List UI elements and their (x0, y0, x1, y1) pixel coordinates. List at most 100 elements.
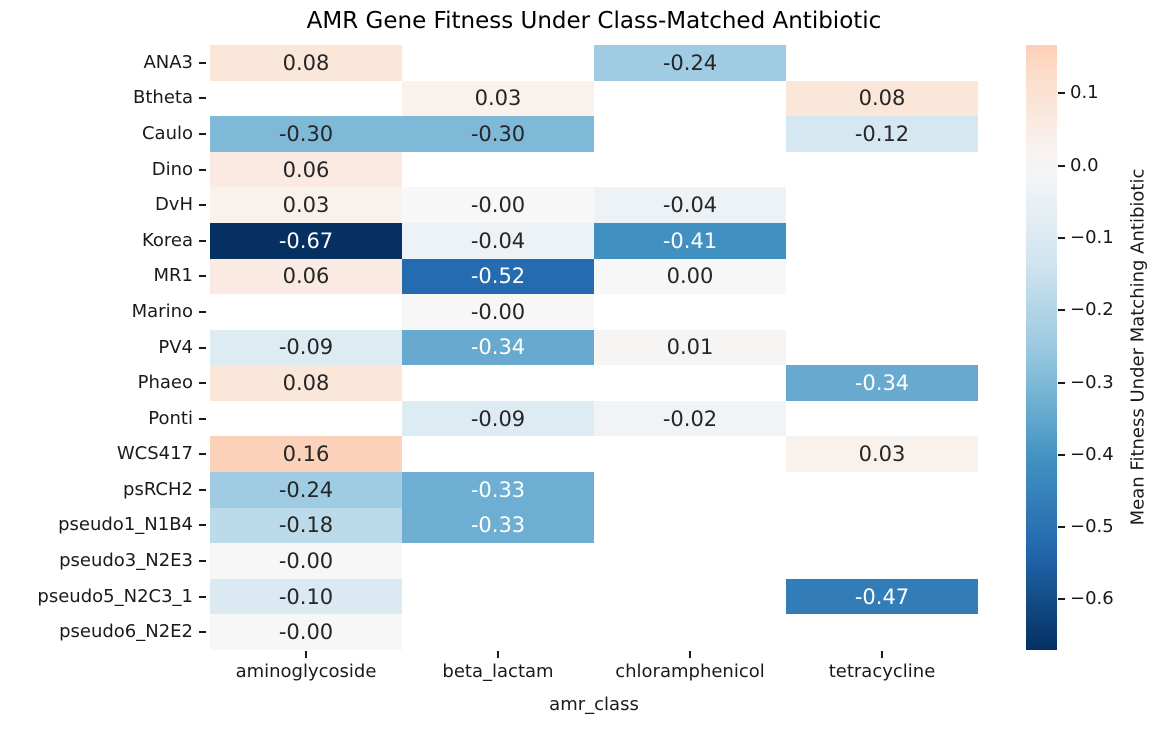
heatmap-cell: 0.08 (210, 45, 402, 81)
heatmap-cell: -0.04 (594, 187, 786, 223)
y-tick-label: WCS417 (116, 443, 193, 465)
y-tick-label: pseudo5_N2C3_1 (37, 585, 193, 607)
colorbar-tick-label: 0.1 (1070, 82, 1099, 104)
heatmap-cell: -0.67 (210, 222, 402, 259)
colorbar-tick-label: −0.1 (1070, 226, 1114, 248)
heatmap-cell (210, 80, 402, 117)
heatmap-cell (786, 614, 978, 650)
heatmap-cell: -0.00 (210, 614, 402, 650)
heatmap-cell (786, 400, 978, 437)
heatmap-cell (594, 294, 786, 330)
heatmap-cell: 0.06 (210, 151, 402, 188)
heatmap-cell: 0.03 (402, 80, 594, 117)
heatmap-cell: 0.03 (210, 187, 402, 223)
x-tick-label: beta_lactam (442, 661, 554, 682)
heatmap-cell: -0.00 (402, 187, 594, 223)
heatmap-cell (594, 151, 786, 188)
heatmap-cell: -0.34 (786, 365, 978, 401)
y-tick-mark (199, 595, 206, 598)
heatmap-cell: -0.30 (210, 116, 402, 152)
x-tick-mark (305, 651, 307, 658)
heatmap-cell (594, 614, 786, 650)
heatmap-cell (594, 436, 786, 473)
heatmap-cell: 0.08 (786, 80, 978, 117)
heatmap-cell (786, 507, 978, 544)
heatmap-cell (786, 222, 978, 259)
heatmap-cell (786, 543, 978, 579)
colorbar-tick-label: −0.5 (1070, 516, 1114, 538)
y-tick-mark (199, 382, 206, 385)
y-tick-mark (199, 97, 206, 100)
x-tick-label: chloramphenicol (615, 661, 765, 682)
heatmap-cell: -0.24 (594, 45, 786, 81)
heatmap-cell: -0.09 (210, 329, 402, 366)
colorbar-tick-mark (1058, 526, 1065, 529)
y-tick-mark (199, 346, 206, 349)
heatmap-cell (210, 400, 402, 437)
y-tick-mark (199, 631, 206, 634)
heatmap-cell: -0.09 (402, 400, 594, 437)
heatmap-cell (402, 436, 594, 473)
heatmap-cell (594, 116, 786, 152)
heatmap-cell (786, 187, 978, 223)
heatmap-cell (786, 294, 978, 330)
heatmap-cell: -0.34 (402, 329, 594, 366)
colorbar-tick-mark (1058, 309, 1065, 312)
y-tick-label: pseudo3_N2E3 (59, 550, 193, 572)
colorbar-tick-label: −0.4 (1070, 443, 1114, 465)
colorbar-tick-mark (1058, 236, 1065, 239)
x-tick-mark (689, 651, 691, 658)
y-tick-mark (199, 168, 206, 171)
heatmap-cell: 0.03 (786, 436, 978, 473)
x-tick-mark (497, 651, 499, 658)
colorbar-tick-mark (1058, 164, 1065, 167)
heatmap-cell (786, 329, 978, 366)
y-tick-label: Btheta (133, 87, 193, 109)
y-tick-label: ANA3 (143, 51, 193, 73)
heatmap-cell: -0.52 (402, 258, 594, 295)
heatmap-cell (786, 45, 978, 81)
y-tick-label: PV4 (158, 336, 193, 358)
heatmap-cell (594, 80, 786, 117)
heatmap-cell: 0.01 (594, 329, 786, 366)
y-tick-mark (199, 488, 206, 491)
colorbar-gradient (1026, 45, 1057, 650)
x-tick-label: aminoglycoside (235, 661, 377, 682)
y-tick-label: Ponti (148, 407, 193, 429)
y-tick-mark (199, 560, 206, 563)
heatmap-cell: 0.06 (210, 258, 402, 295)
heatmap-cell: -0.00 (210, 543, 402, 579)
y-tick-mark (199, 524, 206, 527)
heatmap-cell (402, 45, 594, 81)
y-tick-label: Marino (131, 300, 193, 322)
y-tick-label: Phaeo (137, 372, 193, 394)
x-tick-mark (881, 651, 883, 658)
colorbar-tick-mark (1058, 453, 1065, 456)
colorbar-tick-label: 0.0 (1070, 154, 1099, 176)
colorbar-label: Mean Fitness Under Matching Antibiotic (1127, 168, 1149, 526)
y-tick-label: pseudo1_N1B4 (58, 514, 193, 536)
y-tick-label: pseudo6_N2E2 (59, 621, 193, 643)
x-tick-label: tetracycline (828, 661, 936, 682)
x-axis-label: amr_class (549, 694, 639, 715)
chart-title: AMR Gene Fitness Under Class-Matched Ant… (306, 8, 882, 34)
heatmap-cell: -0.12 (786, 116, 978, 152)
heatmap-cell (594, 472, 786, 508)
heatmap-cell: -0.02 (594, 400, 786, 437)
heatmap-cell: 0.00 (594, 258, 786, 295)
y-tick-mark (199, 204, 206, 207)
heatmap-cell: -0.10 (210, 578, 402, 615)
y-tick-mark (199, 417, 206, 420)
colorbar-tick-label: −0.6 (1070, 588, 1114, 610)
heatmap-cell (594, 578, 786, 615)
heatmap-cell (594, 507, 786, 544)
heatmap-cell (402, 365, 594, 401)
heatmap-cell: -0.47 (786, 578, 978, 615)
heatmap-cell: 0.16 (210, 436, 402, 473)
colorbar-tick-mark (1058, 381, 1065, 384)
y-tick-mark (199, 132, 206, 135)
y-tick-label: Korea (141, 229, 193, 251)
heatmap-cell: -0.04 (402, 222, 594, 259)
colorbar-tick-mark (1058, 92, 1065, 95)
